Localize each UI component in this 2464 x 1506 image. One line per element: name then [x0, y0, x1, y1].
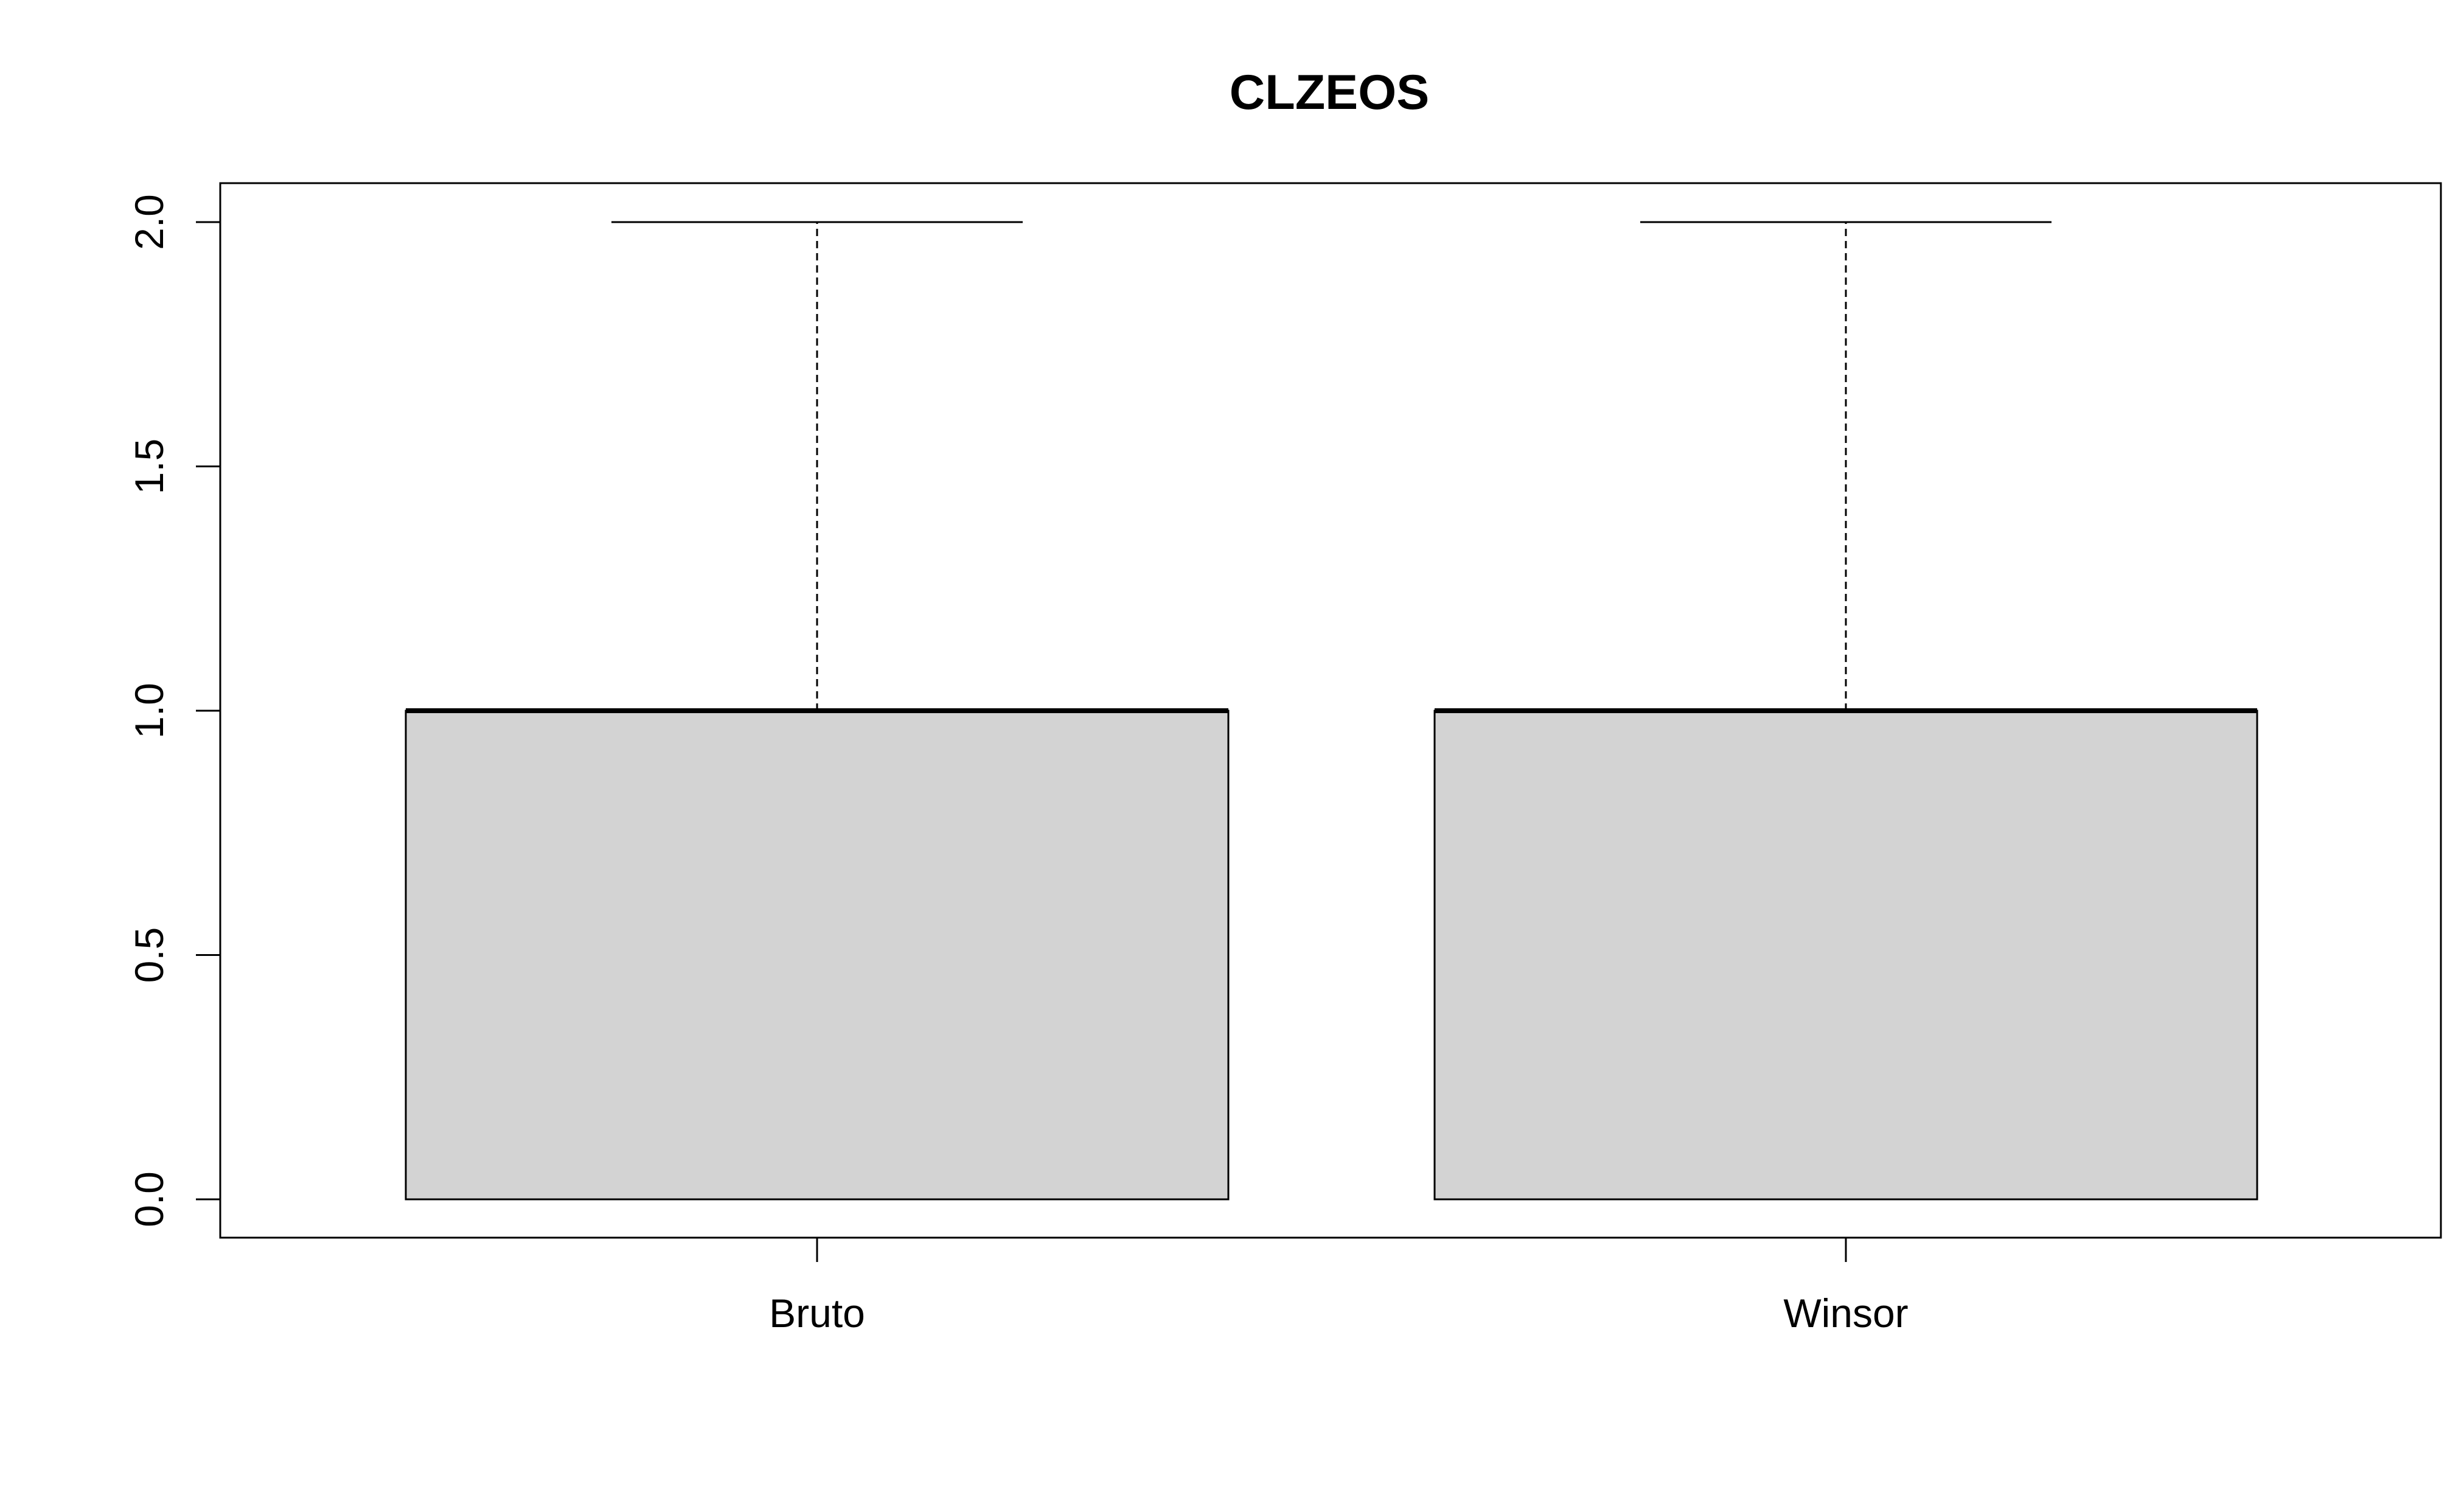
y-tick-label: 0.0 — [127, 1171, 172, 1227]
y-tick-label: 1.5 — [127, 439, 172, 495]
y-tick-label: 1.0 — [127, 683, 172, 739]
y-tick-label: 2.0 — [127, 194, 172, 250]
chart-title: CLZEOS — [1230, 65, 1430, 120]
box-bruto — [405, 221, 1230, 1201]
iqr-box — [405, 709, 1230, 1201]
iqr-box — [1433, 709, 2258, 1201]
x-tick-label: Winsor — [1783, 1291, 1908, 1336]
box-winsor — [1433, 221, 2258, 1201]
y-tick-label: 0.5 — [127, 927, 172, 983]
x-tick-label: Bruto — [769, 1291, 865, 1336]
x-axis: Bruto Winsor — [769, 1238, 1909, 1336]
y-axis: 0.0 0.5 1.0 1.5 2.0 — [127, 194, 221, 1227]
boxes-group — [405, 221, 2258, 1201]
